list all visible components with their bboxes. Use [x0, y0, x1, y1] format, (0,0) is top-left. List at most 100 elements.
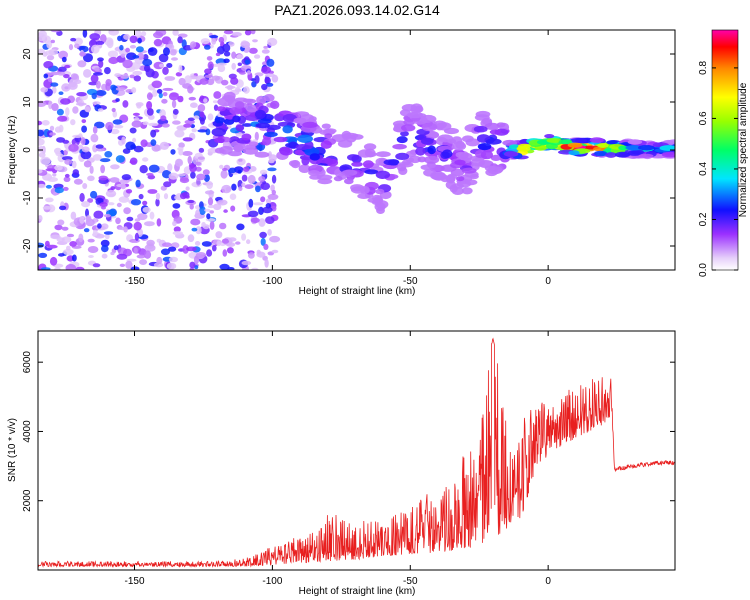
spectrogram-noise-cell: [183, 123, 192, 128]
spectrogram-noise-cell: [267, 229, 272, 236]
spectrogram-signal-cell: [502, 139, 518, 146]
spectrogram-noise-cell: [182, 83, 192, 89]
spectrogram-noise-cell: [81, 119, 87, 124]
spectrogram-noise-cell: [90, 133, 99, 143]
spectrogram-signal-cell: [661, 151, 675, 158]
spectrogram-noise-cell: [106, 39, 114, 49]
spectrogram-noise-cell: [189, 203, 194, 210]
x-tick-label: -50: [403, 576, 418, 587]
spectrogram-noise-cell: [159, 141, 170, 150]
spectrogram-noise-cell: [139, 165, 148, 174]
spectrogram-noise-cell: [115, 87, 126, 91]
spectrogram-signal-cell: [254, 109, 266, 119]
spectrogram-signal-cell: [606, 140, 618, 145]
spectrogram-signal-cell: [232, 115, 241, 123]
spectrogram-signal-cell: [333, 175, 343, 182]
spectrogram-noise-cell: [199, 78, 209, 85]
spectrogram-noise-cell: [75, 266, 85, 270]
spectrogram-noise-cell: [43, 73, 49, 79]
spectrogram-noise-cell: [162, 66, 169, 75]
spectrogram-signal-cell: [320, 140, 332, 149]
spectrogram-signal-cell: [245, 104, 258, 113]
spectrogram-noise-cell: [187, 117, 195, 121]
spectrogram-noise-cell: [87, 198, 94, 203]
spectrogram-noise-cell: [64, 159, 73, 165]
spectrogram-noise-cell: [50, 82, 59, 87]
spectrogram-noise-cell: [209, 35, 219, 39]
spectrogram-noise-cell: [186, 246, 197, 252]
spectrogram-signal-cell: [516, 145, 531, 152]
spectrogram-noise-cell: [54, 187, 64, 194]
spectrogram-noise-cell: [223, 209, 228, 213]
spectrogram-noise-cell: [270, 184, 275, 192]
spectrogram-noise-cell: [104, 151, 113, 158]
spectrogram-noise-cell: [207, 204, 215, 209]
spectrogram-noise-cell: [230, 205, 236, 212]
spectrogram-noise-cell: [231, 183, 237, 191]
spectrogram-signal-cell: [309, 153, 320, 161]
spectrogram-signal-cell: [544, 134, 555, 139]
spectrogram-noise-cell: [49, 125, 55, 131]
spectrogram-noise-cell: [178, 77, 186, 86]
spectrogram-noise-cell: [115, 217, 121, 225]
spectrogram-noise-cell: [82, 183, 88, 189]
spectrogram-noise-cell: [81, 146, 90, 153]
spectrogram-noise-cell: [207, 61, 214, 70]
spectrogram-noise-cell: [87, 238, 95, 243]
spectrogram-noise-cell: [94, 121, 105, 129]
spectrogram-noise-cell: [259, 231, 267, 239]
spectrogram-noise-cell: [61, 156, 73, 161]
spectrogram-signal-cell: [597, 143, 609, 148]
spectrogram-noise-cell: [174, 158, 184, 167]
spectrogram-signal-cell: [321, 123, 331, 129]
spectrogram-noise-cell: [228, 41, 235, 47]
spectrogram-signal-cell: [351, 161, 363, 167]
spectrogram-noise-cell: [107, 202, 115, 206]
spectrogram-noise-cell: [56, 237, 65, 243]
spectrogram-noise-cell: [167, 163, 173, 172]
spectrogram-noise-cell: [92, 229, 98, 236]
spectrogram-noise-cell: [57, 71, 66, 76]
spectrogram-noise-cell: [129, 160, 137, 164]
spectrogram-noise-cell: [195, 252, 207, 258]
spectrogram-noise-cell: [250, 30, 256, 35]
spectrogram-noise-cell: [179, 192, 187, 200]
spectrogram-noise-cell: [152, 89, 158, 97]
spectrogram-noise-cell: [190, 102, 198, 108]
spectrogram-signal-cell: [461, 167, 477, 174]
spectrogram-noise-cell: [79, 216, 85, 224]
spectrogram-noise-cell: [265, 216, 275, 225]
spectrogram-noise-cell: [70, 37, 77, 42]
spectrogram-signal-cell: [447, 173, 457, 180]
spectrogram-noise-cell: [226, 242, 236, 248]
spectrogram-noise-cell: [129, 35, 138, 44]
spectrogram-noise-cell: [206, 78, 215, 86]
spectrogram-noise-cell: [170, 149, 176, 155]
spectrogram-noise-cell: [140, 139, 148, 148]
spectrogram-signal-cell: [347, 154, 360, 161]
spectrogram-signal-cell: [456, 176, 465, 182]
spectrogram-noise-cell: [122, 100, 129, 108]
spectrogram-noise-cell: [132, 70, 143, 76]
spectrogram-noise-cell: [50, 30, 61, 33]
spectrogram-noise-cell: [254, 75, 260, 84]
spectrogram-noise-cell: [189, 163, 197, 173]
spectrogram-signal-cell: [362, 160, 374, 169]
snr-panel: -150 -100 -50 0 2000 4000 6000 Height of stra…: [7, 330, 676, 597]
spectrogram-noise-cell: [241, 182, 246, 187]
snr-ylabel: SNR (10 * v/v): [7, 418, 18, 482]
spectrogram-signal-cell: [376, 207, 385, 215]
spectrogram-noise-cell: [267, 193, 279, 200]
spectrogram-noise-cell: [77, 60, 87, 68]
spectrogram-noise-cell: [174, 129, 185, 138]
spectrogram-noise-cell: [93, 210, 104, 219]
y-tick-label: 20: [22, 48, 33, 60]
spectrogram-noise-cell: [72, 106, 79, 114]
spectrogram-signal-cell: [625, 145, 642, 151]
spectrogram-noise-cell: [150, 129, 157, 138]
spectrogram-noise-cell: [83, 53, 93, 63]
spectrogram-noise-cell: [197, 156, 205, 160]
spectrogram-noise-cell: [64, 173, 70, 178]
spectrogram-noise-cell: [190, 41, 197, 48]
spectrogram-noise-cell: [45, 240, 50, 247]
